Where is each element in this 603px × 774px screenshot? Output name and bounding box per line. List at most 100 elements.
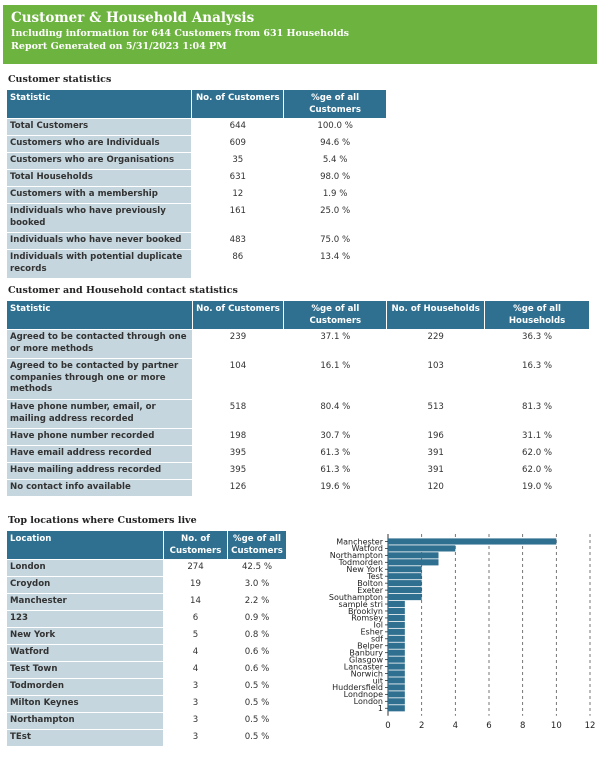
category-label: Iol	[374, 621, 383, 630]
cell-value: 94.6 %	[283, 135, 387, 153]
cell-value: 1.9 %	[283, 186, 387, 204]
cell-value: 81.3 %	[484, 399, 590, 429]
cell-value: 36.3 %	[484, 329, 590, 359]
col-header-no-customers: No. of Customers	[191, 89, 285, 119]
bar-londnope	[388, 691, 405, 698]
row-label: Todmorden	[5, 678, 165, 696]
table-row: Agreed to be contacted by partner compan…	[6, 358, 590, 400]
customer-stats-table: Statistic No. of Customers %ge of all Cu…	[5, 89, 387, 279]
row-label: Have phone number, email, or mailing add…	[6, 399, 193, 429]
bar-brooklyn	[388, 607, 405, 615]
table-row: 123 6 0.9 %	[5, 610, 288, 628]
col-header-pct-customers: %ge of all Customers	[283, 300, 388, 330]
cell-value: 0.9 %	[226, 610, 288, 628]
category-label: Norwich	[351, 669, 383, 678]
row-label: Croydon	[5, 576, 165, 594]
bar-new-york	[388, 566, 422, 573]
cell-value: 16.3 %	[484, 358, 590, 400]
table-row: Manchester 14 2.2 %	[5, 593, 288, 611]
cell-value: 513	[386, 399, 486, 429]
cell-value: 391	[386, 462, 486, 480]
category-label: uit	[373, 676, 383, 685]
category-label: Northampton	[330, 551, 383, 560]
locations-title: Top locations where Customers live	[8, 515, 197, 526]
col-header-pct-customers: %ge of all Customers	[283, 89, 387, 119]
cell-value: 483	[191, 232, 285, 250]
cell-value: 103	[386, 358, 486, 400]
bar-manchester	[388, 538, 557, 545]
row-label: Customers who are Organisations	[5, 152, 193, 170]
bar-norwich	[388, 670, 405, 677]
bar-uit	[388, 677, 405, 684]
cell-value: 16.1 %	[283, 358, 388, 400]
cell-value: 5.4 %	[283, 152, 387, 170]
bar-london	[388, 698, 405, 705]
row-label: Have phone number recorded	[6, 428, 193, 446]
cell-value: 0.8 %	[226, 627, 288, 645]
table-row: Total Customers 644 100.0 %	[5, 118, 387, 136]
bar-sample-stri	[388, 600, 405, 608]
x-tick-label: 2	[419, 721, 424, 731]
cell-value: 161	[191, 203, 285, 233]
row-label: Have email address recorded	[6, 445, 193, 463]
cell-value: 644	[191, 118, 285, 136]
row-label: Customers who are Individuals	[5, 135, 193, 153]
table-row: Croydon 19 3.0 %	[5, 576, 288, 594]
cell-value: 13.4 %	[283, 249, 387, 279]
row-label: Agreed to be contacted through one or mo…	[6, 329, 193, 359]
cell-value: 62.0 %	[484, 462, 590, 480]
cell-value: 19.6 %	[283, 479, 388, 497]
cell-value: 3	[163, 729, 228, 747]
table-row: Test Town 4 0.6 %	[5, 661, 288, 679]
report-banner: Customer & Household Analysis Including …	[3, 5, 597, 64]
cell-value: 0.5 %	[226, 678, 288, 696]
category-label: Belper	[357, 642, 384, 651]
customer-stats-title: Customer statistics	[8, 74, 112, 85]
contact-stats-title: Customer and Household contact statistic…	[8, 285, 238, 296]
category-label: Exeter	[357, 586, 384, 595]
table-row: Customers who are Individuals 609 94.6 %	[5, 135, 387, 153]
cell-value: 75.0 %	[283, 232, 387, 250]
bar-banbury	[388, 649, 405, 656]
row-label: Watford	[5, 644, 165, 662]
bar-northampton	[388, 552, 439, 559]
col-header-location: Location	[5, 530, 165, 560]
bar-huddersfield	[388, 684, 405, 691]
table-row: Individuals with potential duplicate rec…	[5, 249, 387, 279]
row-label: TEst	[5, 729, 165, 747]
table-row: Watford 4 0.6 %	[5, 644, 288, 662]
report-title: Customer & Household Analysis	[11, 10, 255, 26]
cell-value: 3	[163, 712, 228, 730]
cell-value: 239	[191, 329, 285, 359]
col-header-pct-households: %ge of all Households	[484, 300, 590, 330]
row-label: Customers with a membership	[5, 186, 193, 204]
cell-value: 126	[191, 479, 285, 497]
cell-value: 0.6 %	[226, 661, 288, 679]
cell-value: 3.0 %	[226, 576, 288, 594]
row-label: Individuals who have never booked	[5, 232, 193, 250]
bar-iol	[388, 621, 405, 628]
col-header-statistic: Statistic	[6, 300, 193, 330]
category-label: Watford	[352, 544, 383, 553]
cell-value: 274	[163, 559, 228, 577]
bar-belper	[388, 642, 405, 649]
cell-value: 19.0 %	[484, 479, 590, 497]
cell-value: 100.0 %	[283, 118, 387, 136]
category-label: Test	[366, 572, 383, 581]
bar-esher	[388, 628, 405, 635]
cell-value: 25.0 %	[283, 203, 387, 233]
contact-stats-table: Statistic No. of Customers %ge of all Cu…	[6, 300, 590, 497]
x-tick-label: 4	[453, 721, 458, 731]
col-header-no-customers: No. of Customers	[191, 300, 285, 330]
table-row: New York 5 0.8 %	[5, 627, 288, 645]
cell-value: 61.3 %	[283, 462, 388, 480]
table-row: Have email address recorded 395 61.3 % 391 6…	[6, 445, 590, 463]
table-row: London 274 42.5 %	[5, 559, 288, 577]
cell-value: 14	[163, 593, 228, 611]
cell-value: 0.6 %	[226, 644, 288, 662]
bar-test	[388, 573, 422, 580]
row-label: Total Customers	[5, 118, 193, 136]
table-row: Agreed to be contacted through one or mo…	[6, 329, 590, 359]
cell-value: 395	[191, 445, 285, 463]
table-row: Customers with a membership 12 1.9 %	[5, 186, 387, 204]
